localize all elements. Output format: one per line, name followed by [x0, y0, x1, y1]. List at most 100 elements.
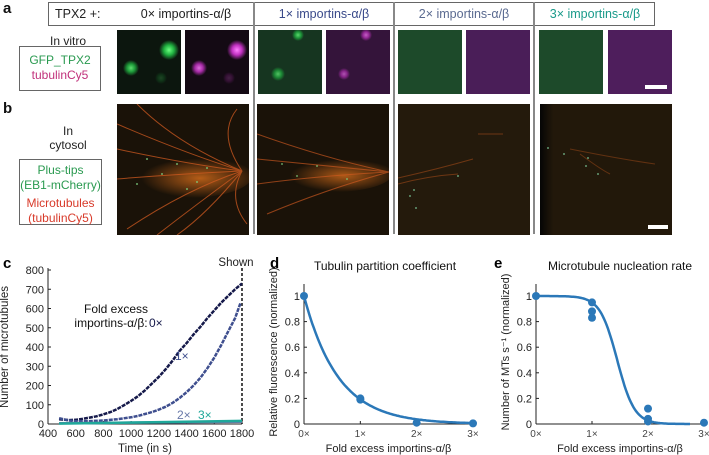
data-point [700, 418, 708, 427]
y-axis-label: Number of microtubules [0, 286, 11, 408]
x-tick-label: 1000 [119, 428, 143, 440]
series-label-3x: 3× [198, 408, 212, 422]
y-tick-label: 400 [26, 342, 44, 354]
panel-letter-a: a [3, 0, 12, 17]
data-point [469, 419, 477, 428]
row-title-cytosol: cytosol [49, 138, 87, 152]
condition-label-2x: 2× importins-α/β [418, 7, 510, 21]
y-tick-label: 700 [26, 284, 44, 296]
chart-tubulin-partition: 0 0.2 0.4 0.6 0.8 1 0× 1× 2× 3× Fold excess import… [268, 259, 479, 455]
micrograph-3x-gfp [539, 30, 603, 94]
data-point [588, 307, 596, 316]
micrograph-2x-tubulin [466, 30, 530, 94]
x-tick-label: 3× [467, 429, 479, 440]
x-tick-label: 2× [642, 429, 654, 440]
micrograph-0x-gfp [117, 30, 181, 94]
x-tick-label: 2× [411, 429, 423, 440]
y-tick-label: 200 [26, 381, 44, 393]
micrograph-2x-gfp [398, 30, 462, 94]
x-tick-label: 400 [39, 428, 57, 440]
y-tick-label: 0.8 [285, 317, 300, 329]
legend-gfp-tpx2: GFP_TPX2 [29, 53, 91, 67]
legend-plus-tips: Plus-tips [37, 163, 84, 177]
x-tick-label: 3× [698, 429, 709, 440]
x-tick-label: 1600 [202, 428, 226, 440]
chart-title: Tubulin partition coefficient [314, 259, 457, 273]
x-axis-label: Fold excess importins-α/β [326, 443, 452, 455]
fit-curve [536, 294, 690, 426]
column-divider [393, 2, 395, 234]
legend-microtubules: Microtubules [26, 196, 95, 210]
column-divider [533, 2, 535, 234]
y-tick-label: 1 [294, 291, 300, 303]
y-tick-label: 0.4 [517, 368, 532, 380]
y-tick-label: 0.2 [517, 393, 532, 405]
series-line-0x [58, 282, 243, 422]
series-label-2x: 2× [177, 408, 191, 422]
y-tick-label: 100 [26, 400, 44, 412]
y-tick-label: 0 [38, 419, 44, 431]
chart-nucleation-rate: 0 0.2 0.4 0.6 0.8 1 0× 1× 2× 3× Fold excess import… [500, 259, 709, 455]
x-tick-label: 1400 [174, 428, 198, 440]
micrograph-0x-tubulin [185, 30, 249, 94]
column-divider [253, 2, 255, 234]
chart-title: Microtubule nucleation rate [548, 259, 692, 273]
y-axis-label: Number of MTs s⁻¹ (normalized) [500, 274, 512, 431]
data-point [644, 417, 652, 426]
condition-header: TPX2 +: 0× importins-α/β 1× importins-α/… [48, 2, 655, 26]
shown-marker-label: Shown [218, 257, 253, 269]
data-point [300, 292, 308, 300]
legend-tubulin-cy5: tubulinCy5 [31, 68, 89, 82]
y-tick-label: 1 [526, 291, 532, 303]
micrograph-1x-gfp [258, 30, 322, 94]
y-tick-label: 0.6 [285, 342, 300, 354]
micrograph-1x-tubulin [326, 30, 390, 94]
condition-label-3x: 3× importins-α/β [549, 7, 641, 21]
channel-legend-b: Plus-tips (EB1-mCherry) Microtubules (tu… [19, 159, 102, 225]
series-line-1x [58, 302, 242, 423]
condition-label-0x: 0× importins-α/β [140, 7, 232, 21]
y-tick-label: 0.2 [285, 393, 300, 405]
header-prefix: TPX2 +: [55, 7, 101, 21]
x-tick-label: 1× [355, 429, 367, 440]
x-axis-label: Fold excess importins-α/β [557, 443, 683, 455]
y-tick-label: 0.8 [517, 317, 532, 329]
chart-microtubule-count: 0 100 200 300 400 500 600 700 800 400 600 800 1000 12… [0, 257, 254, 455]
x-tick-label: 1200 [147, 428, 171, 440]
x-tick-label: 600 [67, 428, 85, 440]
y-tick-label: 300 [26, 361, 44, 373]
data-point [356, 394, 365, 403]
channel-legend-a: GFP_TPX2 tubulinCy5 [19, 46, 101, 91]
x-tick-label: 1× [586, 429, 598, 440]
row-title-in: In [62, 124, 73, 138]
scale-bar-a [645, 85, 667, 89]
condition-label-1x: 1× importins-α/β [278, 7, 370, 21]
data-point [412, 418, 421, 427]
annotation-line1: Fold excess [84, 302, 148, 316]
data-point [532, 292, 540, 300]
y-tick-label: 800 [26, 265, 44, 277]
y-tick-label: 600 [26, 304, 44, 316]
data-point [588, 313, 596, 322]
micrograph-cytosol-0x [117, 104, 249, 235]
panel-letter-d: d [270, 255, 279, 272]
x-tick-label: 0× [530, 429, 542, 440]
y-axis-label: Relative fluorescence (normalized) [268, 267, 280, 436]
series-label-1x: 1× [175, 349, 189, 363]
row-title-in-vitro: In vitro [49, 34, 86, 48]
data-point [588, 298, 596, 307]
legend-eb1-mcherry: (EB1-mCherry) [20, 178, 101, 192]
y-tick-label: 0.6 [517, 342, 532, 354]
panel-letter-c: c [3, 255, 11, 272]
annotation-line2: importins-α/β: [74, 316, 147, 330]
x-tick-label: 0× [298, 429, 310, 440]
series-line-3x [59, 419, 243, 425]
series-label-0x: 0× [149, 316, 163, 330]
data-point [644, 404, 652, 413]
micrograph-3x-tubulin [608, 30, 672, 94]
y-tick-label: 0 [294, 419, 300, 431]
scale-bar-b [648, 225, 668, 229]
x-tick-label: 1800 [230, 428, 254, 440]
y-tick-label: 0.4 [285, 368, 300, 380]
